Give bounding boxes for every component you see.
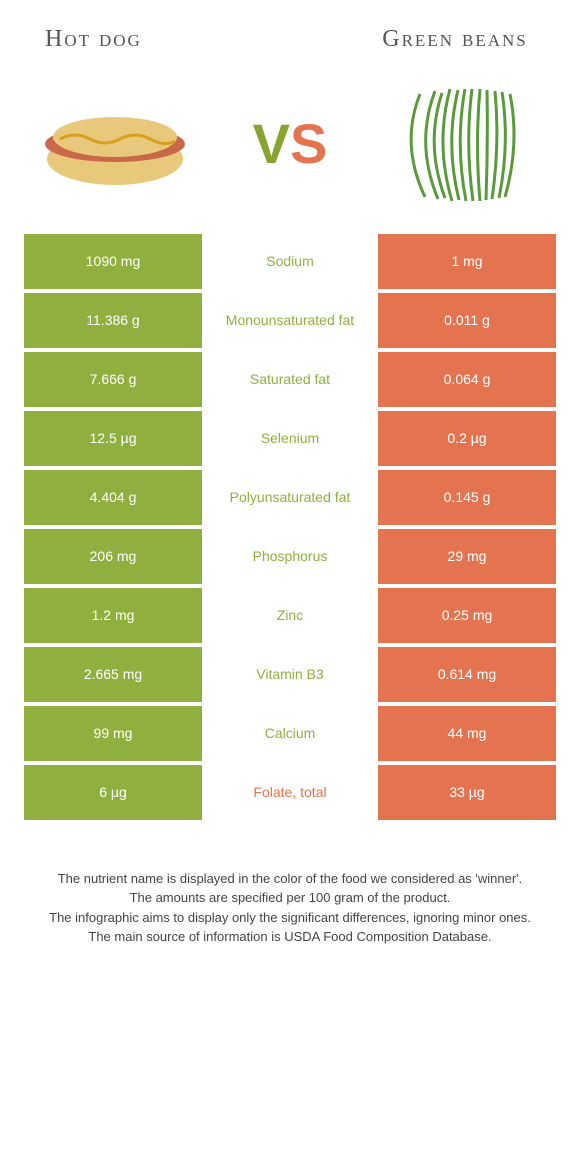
table-row: 11.386 gMonounsaturated fat0.011 g (24, 293, 556, 348)
right-value-cell: 33 µg (378, 765, 556, 820)
hotdog-icon (35, 79, 195, 209)
right-value-cell: 0.25 mg (378, 588, 556, 643)
nutrient-name-cell: Sodium (202, 234, 378, 289)
left-value-cell: 11.386 g (24, 293, 202, 348)
footer-line: The infographic aims to display only the… (35, 908, 545, 928)
greenbeans-icon (385, 79, 545, 209)
right-value-cell: 1 mg (378, 234, 556, 289)
left-value-cell: 7.666 g (24, 352, 202, 407)
right-value-cell: 0.2 µg (378, 411, 556, 466)
nutrient-name-cell: Zinc (202, 588, 378, 643)
footer-line: The nutrient name is displayed in the co… (35, 869, 545, 889)
left-value-cell: 99 mg (24, 706, 202, 761)
right-value-cell: 0.011 g (378, 293, 556, 348)
nutrient-name-cell: Calcium (202, 706, 378, 761)
table-row: 206 mgPhosphorus29 mg (24, 529, 556, 584)
nutrient-name-cell: Monounsaturated fat (202, 293, 378, 348)
left-value-cell: 4.404 g (24, 470, 202, 525)
right-value-cell: 29 mg (378, 529, 556, 584)
nutrient-name-cell: Polyunsaturated fat (202, 470, 378, 525)
left-value-cell: 12.5 µg (24, 411, 202, 466)
nutrient-name-cell: Vitamin B3 (202, 647, 378, 702)
table-row: 4.404 gPolyunsaturated fat0.145 g (24, 470, 556, 525)
vs-label: VS (253, 111, 328, 176)
right-food-title: Green beans (375, 25, 535, 54)
images-row: VS (0, 64, 580, 234)
right-value-cell: 0.064 g (378, 352, 556, 407)
table-row: 6 µgFolate, total33 µg (24, 765, 556, 820)
left-value-cell: 1.2 mg (24, 588, 202, 643)
right-value-cell: 44 mg (378, 706, 556, 761)
footer-line: The amounts are specified per 100 gram o… (35, 888, 545, 908)
table-row: 7.666 gSaturated fat0.064 g (24, 352, 556, 407)
table-row: 1090 mgSodium1 mg (24, 234, 556, 289)
right-value-cell: 0.614 mg (378, 647, 556, 702)
table-row: 1.2 mgZinc0.25 mg (24, 588, 556, 643)
footer-notes: The nutrient name is displayed in the co… (0, 824, 580, 947)
left-value-cell: 206 mg (24, 529, 202, 584)
left-value-cell: 2.665 mg (24, 647, 202, 702)
nutrient-name-cell: Folate, total (202, 765, 378, 820)
footer-line: The main source of information is USDA F… (35, 927, 545, 947)
nutrient-name-cell: Phosphorus (202, 529, 378, 584)
left-value-cell: 6 µg (24, 765, 202, 820)
left-food-title: Hot dog (45, 26, 142, 53)
nutrient-name-cell: Selenium (202, 411, 378, 466)
left-value-cell: 1090 mg (24, 234, 202, 289)
right-value-cell: 0.145 g (378, 470, 556, 525)
table-row: 12.5 µgSelenium0.2 µg (24, 411, 556, 466)
comparison-table: 1090 mgSodium1 mg11.386 gMonounsaturated… (24, 234, 556, 820)
header: Hot dog Green beans (0, 0, 580, 64)
nutrient-name-cell: Saturated fat (202, 352, 378, 407)
table-row: 99 mgCalcium44 mg (24, 706, 556, 761)
table-row: 2.665 mgVitamin B30.614 mg (24, 647, 556, 702)
